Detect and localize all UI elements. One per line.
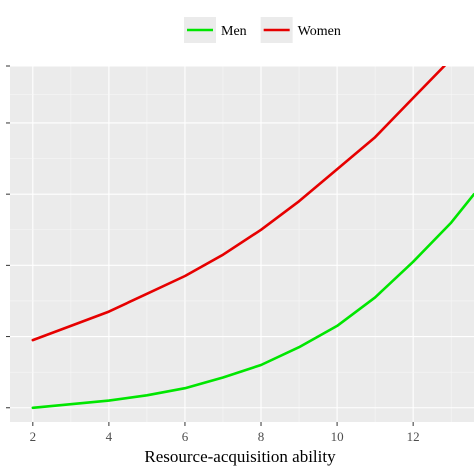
- series-line-women: [31, 66, 447, 342]
- legend-item-men: Men: [184, 17, 247, 43]
- x-axis-title: Resource-acquisition ability: [144, 447, 336, 466]
- plot-panel: [10, 66, 474, 422]
- series-lines: [31, 66, 474, 410]
- series-line-men: [31, 192, 474, 410]
- x-tick-label: 12: [407, 429, 420, 444]
- x-tick-label: 2: [30, 429, 37, 444]
- x-tick-label: 8: [258, 429, 265, 444]
- legend-item-women: Women: [260, 17, 341, 43]
- x-tick-label: 6: [182, 429, 189, 444]
- legend: Men Women: [184, 17, 341, 43]
- legend-label: Women: [298, 24, 341, 39]
- grid: [10, 65, 474, 422]
- axes: 2 4 6 8 10 12: [6, 65, 420, 444]
- legend-label: Men: [221, 24, 247, 39]
- x-tick-label: 10: [331, 429, 344, 444]
- x-tick-label: 4: [106, 429, 113, 444]
